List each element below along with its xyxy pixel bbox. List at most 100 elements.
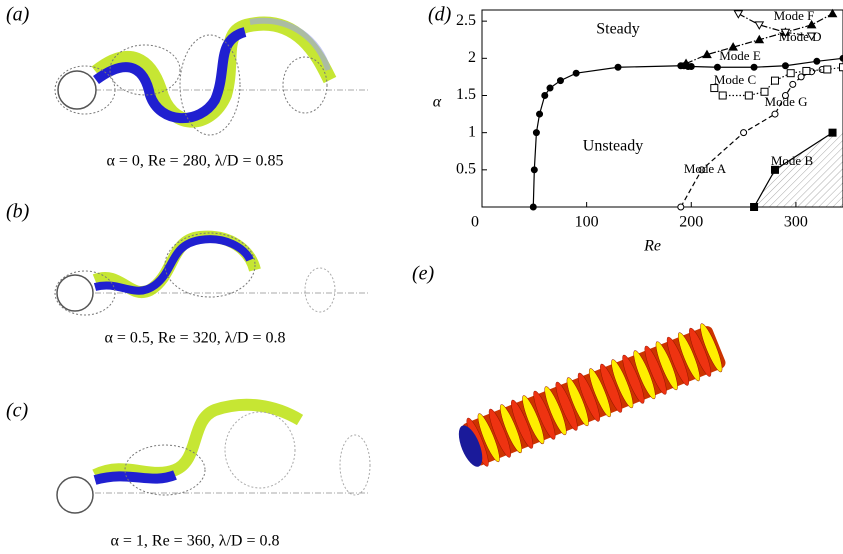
flow-field-a <box>54 16 370 136</box>
y-tick-label: 1 <box>468 123 476 140</box>
marker <box>572 69 580 77</box>
marker <box>770 165 779 174</box>
annotation: Unsteady <box>583 138 643 155</box>
marker <box>733 10 744 19</box>
series-line <box>738 13 812 37</box>
annotation: Mode B <box>771 153 814 168</box>
marker <box>813 57 821 65</box>
stripe <box>588 368 612 418</box>
annotation: Steady <box>596 21 640 38</box>
x-tick-label: 0 <box>471 214 479 231</box>
marker <box>839 63 843 72</box>
marker <box>710 84 719 93</box>
y-axis-label: α <box>433 94 442 111</box>
marker <box>750 63 758 71</box>
marker <box>802 66 811 75</box>
marker <box>698 166 706 174</box>
annotation: Mode G <box>765 94 808 109</box>
caption: α = 0, Re = 280, λ/D = 0.85 <box>107 153 284 170</box>
panel-label: (a) <box>6 4 30 26</box>
marker <box>797 73 805 81</box>
caption: α = 0.5, Re = 320, λ/D = 0.8 <box>105 330 286 347</box>
marker <box>529 203 537 211</box>
marker <box>781 62 789 70</box>
marker <box>780 28 791 38</box>
panel-label: (d) <box>428 4 452 26</box>
stripe <box>511 399 534 449</box>
caption: α = 1, Re = 360, λ/D = 0.8 <box>111 533 280 550</box>
marker <box>806 32 817 42</box>
marker <box>839 54 843 62</box>
stripe <box>488 408 511 458</box>
annotation: Mode A <box>684 161 727 176</box>
stripe <box>677 332 701 382</box>
stripe <box>622 354 645 404</box>
marker <box>770 76 779 85</box>
y-tick-label: 0.5 <box>456 161 476 178</box>
marker <box>546 84 554 92</box>
hatched-region <box>754 132 843 207</box>
annotation: Mode E <box>719 48 761 63</box>
stripe <box>522 395 545 445</box>
marker <box>750 203 759 211</box>
marker <box>827 8 838 18</box>
panel-label: (b) <box>6 201 30 223</box>
panel-label: (c) <box>6 400 29 422</box>
stripe <box>666 336 689 386</box>
marker <box>789 80 797 88</box>
chart: 0 100 200 300 0.5 1 1.5 2 2.5 Re α Steady Unsteady Mo… <box>433 8 843 255</box>
stripe <box>655 341 678 391</box>
flow-field-c <box>56 398 371 514</box>
x-tick-label: 300 <box>784 214 808 231</box>
x-tick-label: 200 <box>679 214 703 231</box>
annotation: Mode C <box>714 72 756 87</box>
x-axis-label: Re <box>643 238 661 255</box>
marker <box>532 129 540 137</box>
marker <box>556 77 564 85</box>
stripe <box>577 372 600 422</box>
stripe <box>555 381 578 431</box>
marker <box>823 65 832 74</box>
marker <box>718 91 727 100</box>
marker <box>786 69 795 78</box>
stripe <box>566 377 589 427</box>
panel-label: (e) <box>412 263 435 285</box>
marker <box>728 42 738 51</box>
stripe <box>499 404 523 454</box>
stripe <box>544 386 567 436</box>
plot-frame <box>481 9 843 208</box>
marker <box>744 91 753 100</box>
stripe <box>600 363 623 413</box>
y-tick-label: 2.5 <box>456 12 476 29</box>
marker <box>536 110 544 118</box>
marker <box>771 110 779 118</box>
stripe <box>611 359 634 409</box>
isosurface-render <box>458 323 726 467</box>
stripe <box>689 327 712 377</box>
marker <box>806 19 817 29</box>
y-tick-label: 1.5 <box>456 86 476 103</box>
marker <box>677 203 685 211</box>
flow-field-b <box>54 230 370 316</box>
x-tick-label: 100 <box>575 214 599 231</box>
stripe <box>644 345 667 395</box>
marker <box>754 21 765 30</box>
marker <box>530 166 538 174</box>
marker <box>760 87 769 96</box>
annotation: Mode F <box>774 8 815 23</box>
marker <box>681 58 691 68</box>
marker <box>713 63 721 71</box>
stripe <box>700 323 723 373</box>
y-tick-label: 2 <box>468 49 476 66</box>
marker <box>828 128 837 137</box>
marker <box>541 91 549 99</box>
stripe <box>477 413 500 463</box>
marker <box>614 63 622 71</box>
stripe <box>533 390 556 440</box>
marker <box>740 129 748 137</box>
marker <box>754 34 765 44</box>
annotation: Mode D <box>779 29 822 44</box>
series-line <box>713 66 843 97</box>
